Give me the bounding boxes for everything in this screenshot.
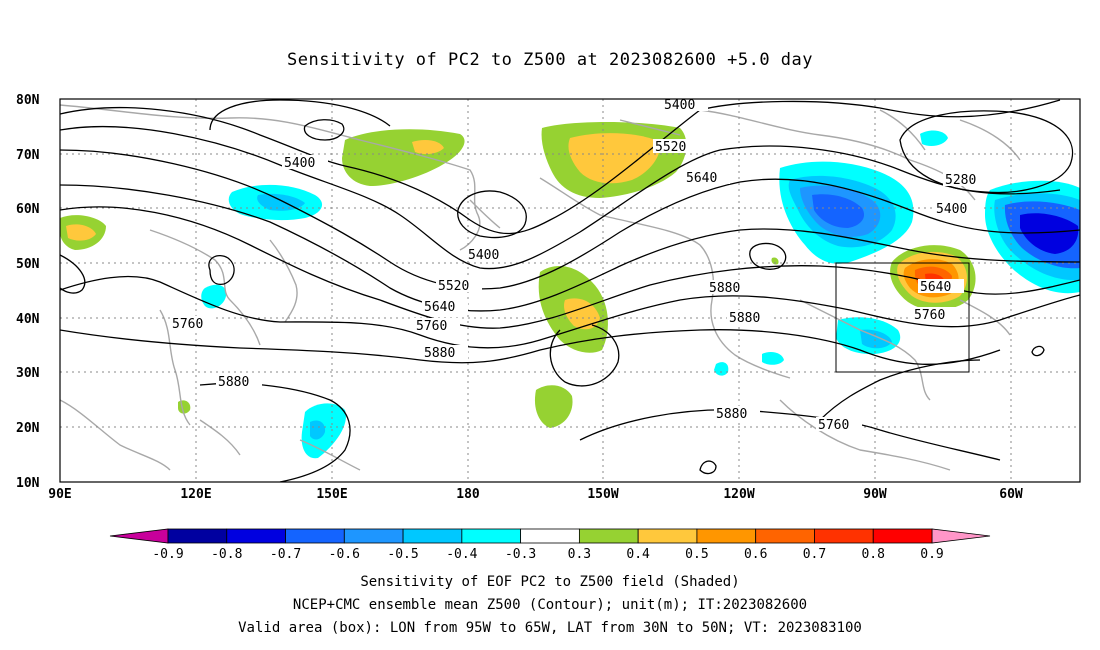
footer-line-1: Sensitivity of EOF PC2 to Z500 field (Sh… bbox=[360, 574, 740, 590]
shade-pos-westpac-core bbox=[66, 224, 96, 241]
colorbar-label: -0.8 bbox=[211, 547, 242, 562]
colorbar-label: 0.9 bbox=[920, 547, 943, 562]
contour-label: 5280 bbox=[945, 173, 976, 188]
shade-pos-bering-core bbox=[568, 133, 661, 184]
contour-label: 5640 bbox=[920, 280, 951, 295]
colorbar-label: 0.7 bbox=[803, 547, 826, 562]
coastlines bbox=[60, 104, 1021, 471]
lat-tick: 50N bbox=[16, 257, 40, 272]
shaded-regions bbox=[60, 122, 1080, 459]
colorbar-swatch bbox=[578, 528, 639, 544]
contour-label: 5520 bbox=[655, 140, 686, 155]
colorbar-swatch bbox=[637, 528, 698, 544]
contour-lines bbox=[60, 99, 1080, 482]
shade-pos-pacific-core bbox=[564, 298, 600, 330]
contour-label: 5880 bbox=[218, 375, 249, 390]
valid-area-box bbox=[835, 262, 970, 373]
colorbar-label: -0.4 bbox=[446, 547, 477, 562]
lon-axis: 90E 120E 150E 180 150W 120W 90W 60W bbox=[48, 487, 1023, 502]
footer-line-2: NCEP+CMC ensemble mean Z500 (Contour); u… bbox=[292, 597, 808, 613]
lon-tick: 90W bbox=[863, 487, 887, 502]
contour-label: 5400 bbox=[468, 248, 499, 263]
colorbar-swatch bbox=[814, 528, 874, 544]
shade-pos-small3 bbox=[771, 257, 779, 265]
shade-neg-mexico2 bbox=[714, 362, 729, 376]
contour-label: 5640 bbox=[686, 171, 717, 186]
shade-neg-hudson bbox=[920, 130, 948, 146]
shade-neg-atlantic-deep bbox=[1020, 213, 1079, 254]
contour-label: 5400 bbox=[284, 156, 315, 171]
shade-neg-mexico1 bbox=[762, 352, 784, 365]
colorbar-swatch bbox=[755, 528, 815, 544]
colorbar-label: -0.5 bbox=[387, 547, 418, 562]
lon-tick: 60W bbox=[999, 487, 1023, 502]
colorbar-swatch bbox=[167, 528, 228, 544]
colorbar-label: 0.3 bbox=[568, 547, 591, 562]
colorbar-label: -0.6 bbox=[329, 547, 360, 562]
lon-tick: 150W bbox=[587, 487, 618, 502]
shade-neg-canada-deep bbox=[812, 194, 865, 228]
lon-tick: 120W bbox=[723, 487, 754, 502]
lon-tick: 180 bbox=[456, 487, 480, 502]
colorbar-swatch bbox=[343, 528, 404, 544]
colorbar-label: -0.3 bbox=[505, 547, 536, 562]
lat-tick: 80N bbox=[16, 93, 40, 108]
colorbar-label: -0.9 bbox=[152, 547, 183, 562]
contour-label: 5400 bbox=[936, 202, 967, 217]
colorbar-swatch bbox=[285, 528, 345, 544]
shade-neg-pacific-w-core bbox=[310, 420, 326, 440]
lat-tick: 70N bbox=[16, 148, 40, 163]
contour-label-group: 5400 5400 5520 5640 5280 5400 5400 5520 … bbox=[170, 98, 989, 433]
colorbar-swatch bbox=[402, 528, 463, 544]
lat-axis: 80N 70N 60N 50N 40N 30N 20N 10N bbox=[16, 93, 40, 491]
colorbar-swatch bbox=[461, 528, 522, 544]
colorbar-label: -0.7 bbox=[270, 547, 301, 562]
colorbar-extend-left bbox=[109, 528, 169, 544]
colorbar-label: 0.6 bbox=[744, 547, 767, 562]
contour-label: 5760 bbox=[914, 308, 945, 323]
lat-tick: 30N bbox=[16, 366, 40, 381]
contour-label: 5400 bbox=[664, 98, 695, 113]
lat-tick: 40N bbox=[16, 312, 40, 327]
colorbar-swatch bbox=[872, 528, 933, 544]
shade-pos-hawaii bbox=[534, 385, 573, 428]
lon-tick: 120E bbox=[180, 487, 211, 502]
plot-frame bbox=[59, 98, 1081, 483]
contour-label: 5880 bbox=[729, 311, 760, 326]
colorbar-swatch bbox=[696, 528, 757, 544]
lon-tick: 90E bbox=[48, 487, 71, 502]
colorbar-swatch bbox=[520, 528, 580, 544]
lat-tick: 10N bbox=[16, 476, 40, 491]
colorbar-label: 0.5 bbox=[685, 547, 708, 562]
contour-label: 5520 bbox=[438, 279, 469, 294]
contour-label: 5760 bbox=[416, 319, 447, 334]
shade-pos-siberia-core bbox=[412, 140, 444, 155]
colorbar-extend-right bbox=[931, 528, 991, 544]
colorbar-label: 0.4 bbox=[626, 547, 650, 562]
lat-tick: 60N bbox=[16, 202, 40, 217]
contour-label: 5760 bbox=[172, 317, 203, 332]
shade-neg-gulf-core bbox=[860, 329, 892, 349]
footer-line-3: Valid area (box): LON from 95W to 65W, L… bbox=[238, 620, 862, 636]
map-title: Sensitivity of PC2 to Z500 at 2023082600… bbox=[286, 50, 813, 70]
colorbar: -0.9 -0.8 -0.7 -0.6 -0.5 -0.4 -0.3 0.3 0.4 0.5 0.6… bbox=[109, 528, 991, 562]
lat-tick: 20N bbox=[16, 421, 40, 436]
contour-label: 5760 bbox=[818, 418, 849, 433]
contour-label: 5640 bbox=[424, 300, 455, 315]
colorbar-label: 0.8 bbox=[861, 547, 884, 562]
lon-tick: 150E bbox=[316, 487, 347, 502]
contour-label: 5880 bbox=[709, 281, 740, 296]
colorbar-swatch bbox=[226, 528, 286, 544]
contour-label: 5880 bbox=[716, 407, 747, 422]
contour-label: 5880 bbox=[424, 346, 455, 361]
